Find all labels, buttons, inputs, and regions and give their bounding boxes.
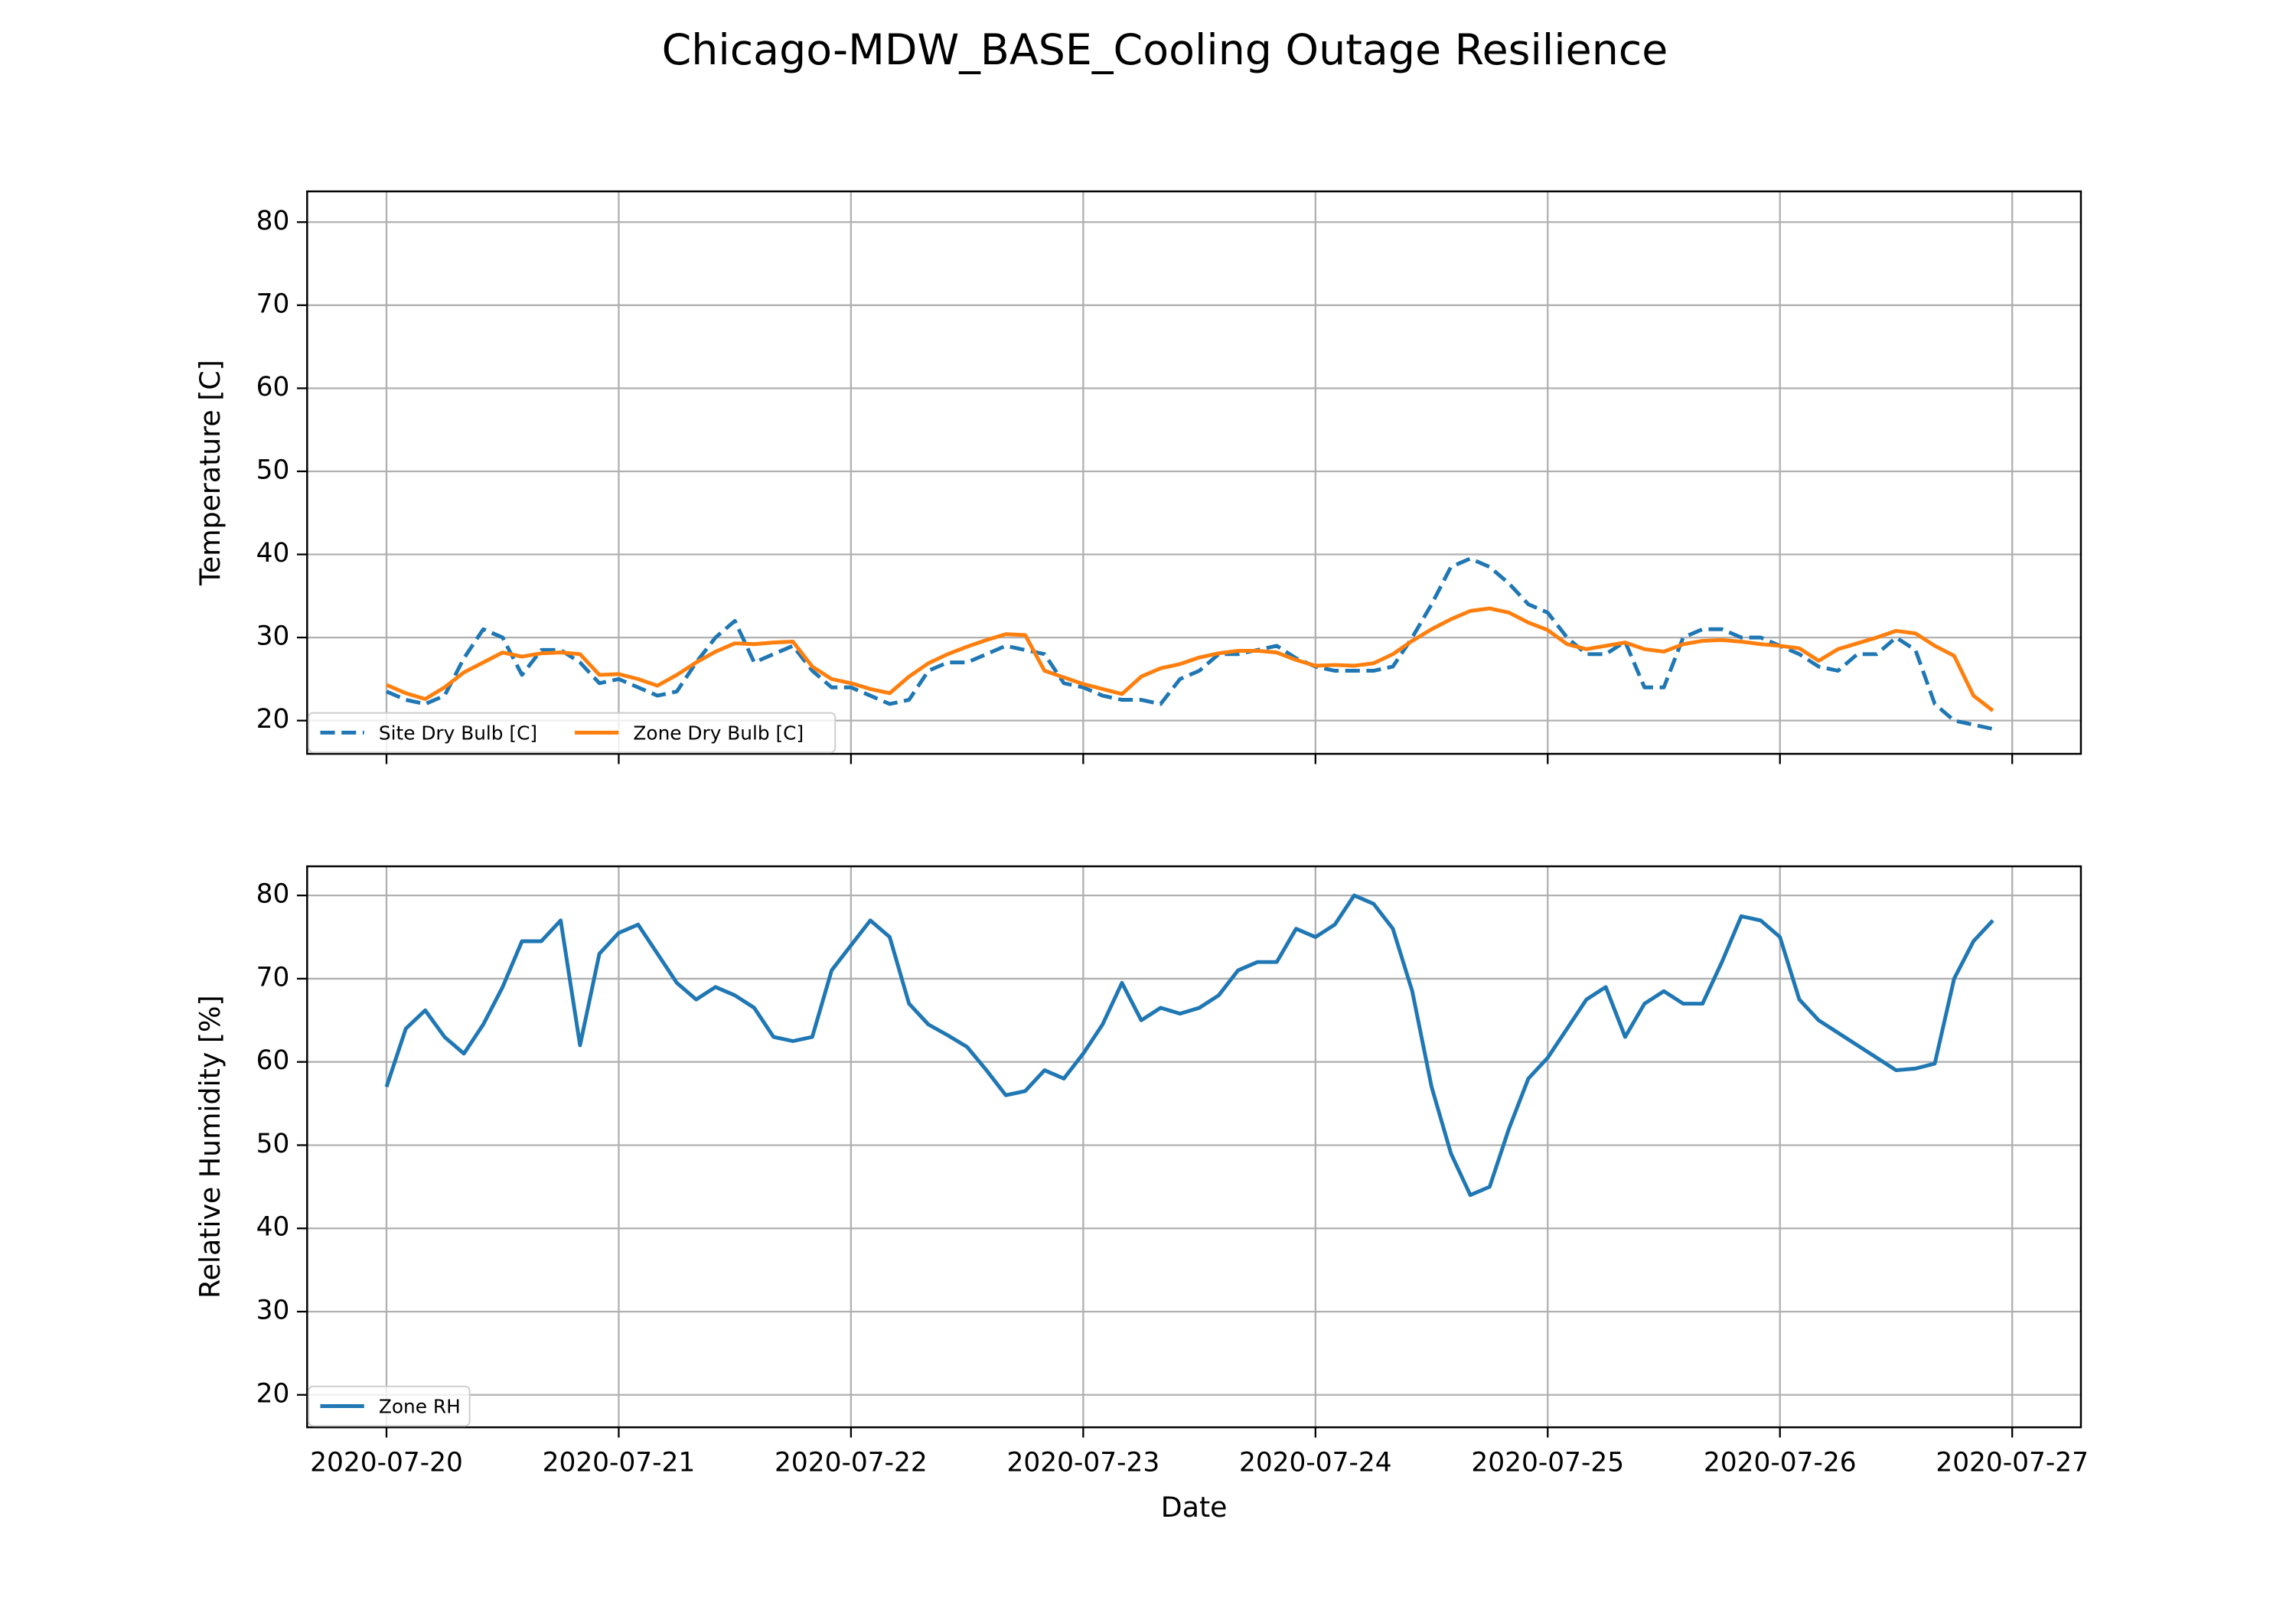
data-line bbox=[386, 606, 1994, 712]
x-tick-label: 2020-07-27 bbox=[1936, 1447, 2089, 1478]
data-line bbox=[386, 556, 1994, 731]
background bbox=[19, 0, 2277, 1607]
legend-frame bbox=[308, 712, 837, 754]
x-tick-label: 2020-07-25 bbox=[1471, 1447, 1624, 1478]
x-tick-label: 2020-07-24 bbox=[1239, 1447, 1392, 1478]
y-tick-label: 30 bbox=[256, 1295, 290, 1325]
y-tick-label: 60 bbox=[256, 372, 290, 403]
data-line bbox=[384, 893, 1994, 1198]
axes-frame bbox=[306, 190, 2082, 755]
y-tick-label: 20 bbox=[256, 704, 290, 735]
legend: Zone RH bbox=[308, 1385, 471, 1427]
figure-title: Chicago-MDW_BASE_Cooling Outage Resilien… bbox=[662, 26, 1668, 75]
legend-label: Zone RH bbox=[379, 1395, 461, 1417]
y-axis-label: Relative Humidity [%] bbox=[194, 995, 227, 1299]
x-tick-label: 2020-07-21 bbox=[543, 1447, 696, 1478]
y-tick-label: 40 bbox=[256, 1212, 290, 1243]
x-axis-label: Date bbox=[1161, 1491, 1228, 1524]
y-tick-label: 80 bbox=[256, 206, 290, 236]
y-tick-label: 80 bbox=[256, 879, 290, 910]
legend-label: Zone Dry Bulb [C] bbox=[633, 722, 804, 744]
y-tick-label: 70 bbox=[256, 288, 290, 319]
y-tick-label: 30 bbox=[256, 621, 290, 652]
x-tick-label: 2020-07-20 bbox=[310, 1447, 463, 1478]
y-axis-label: Temperature [C] bbox=[194, 360, 227, 586]
y-tick-label: 20 bbox=[256, 1378, 290, 1409]
y-tick-label: 40 bbox=[256, 538, 290, 569]
legend-label: Site Dry Bulb [C] bbox=[379, 722, 537, 744]
y-tick-label: 50 bbox=[256, 455, 290, 485]
axes-frame bbox=[306, 865, 2082, 1429]
x-tick-label: 2020-07-22 bbox=[775, 1447, 928, 1478]
legend-frame bbox=[308, 1385, 471, 1427]
y-tick-label: 60 bbox=[256, 1045, 290, 1076]
y-tick-label: 50 bbox=[256, 1129, 290, 1159]
y-tick-label: 70 bbox=[256, 962, 290, 993]
x-tick-label: 2020-07-26 bbox=[1704, 1447, 1857, 1478]
x-tick-label: 2020-07-23 bbox=[1007, 1447, 1160, 1478]
legend: Site Dry Bulb [C] Zone Dry Bulb [C] bbox=[308, 712, 837, 754]
